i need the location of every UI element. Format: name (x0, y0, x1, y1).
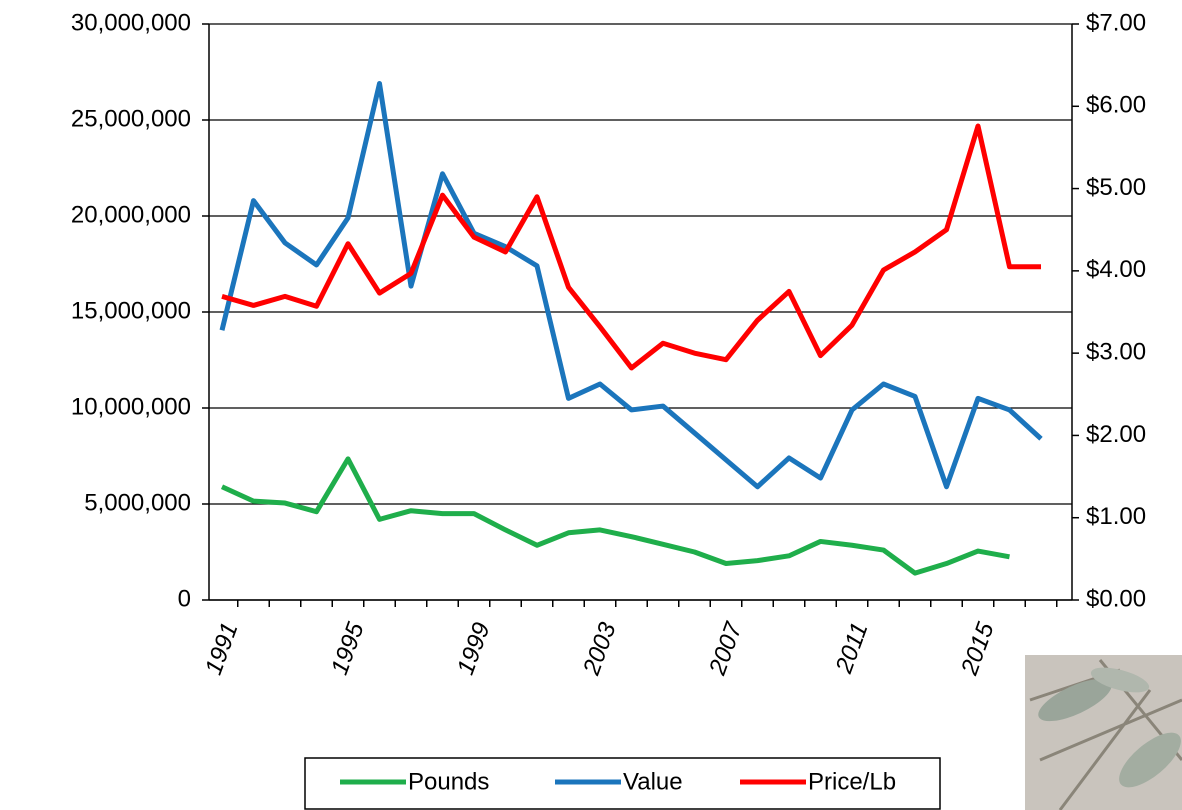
y2-tick-label: $6.00 (1086, 92, 1146, 119)
y-tick-label: 10,000,000 (71, 393, 191, 420)
y-tick-label: 25,000,000 (71, 105, 191, 132)
y2-tick-label: $7.00 (1086, 9, 1146, 36)
legend-label: Pounds (408, 768, 489, 795)
x-tick-label: 2007 (704, 617, 749, 679)
legend-label: Price/Lb (808, 768, 896, 795)
y2-tick-label: $0.00 (1086, 585, 1146, 612)
legend-label: Value (623, 768, 683, 795)
x-tick-label: 1995 (326, 618, 370, 678)
x-tick-label: 1991 (200, 619, 244, 678)
x-tick-label: 2003 (578, 618, 622, 679)
y2-tick-label: $1.00 (1086, 503, 1146, 530)
y-tick-label: 0 (178, 585, 191, 612)
y2-tick-label: $4.00 (1086, 256, 1146, 283)
x-tick-label: 1999 (452, 619, 496, 678)
y2-tick-label: $3.00 (1086, 338, 1146, 365)
y-tick-label: 5,000,000 (84, 489, 191, 516)
photo (1025, 655, 1182, 810)
series-line (221, 123, 1041, 371)
x-tick-label: 2015 (956, 618, 1000, 679)
series-line (220, 456, 1010, 576)
y-tick-label: 30,000,000 (71, 9, 191, 36)
y-tick-label: 15,000,000 (71, 297, 191, 324)
y2-tick-label: $5.00 (1086, 174, 1146, 201)
legend-box (304, 757, 941, 810)
series-line (219, 81, 1043, 490)
y-tick-label: 20,000,000 (71, 201, 191, 228)
x-tick-label: 2011 (830, 619, 873, 678)
y2-tick-label: $2.00 (1086, 421, 1146, 448)
